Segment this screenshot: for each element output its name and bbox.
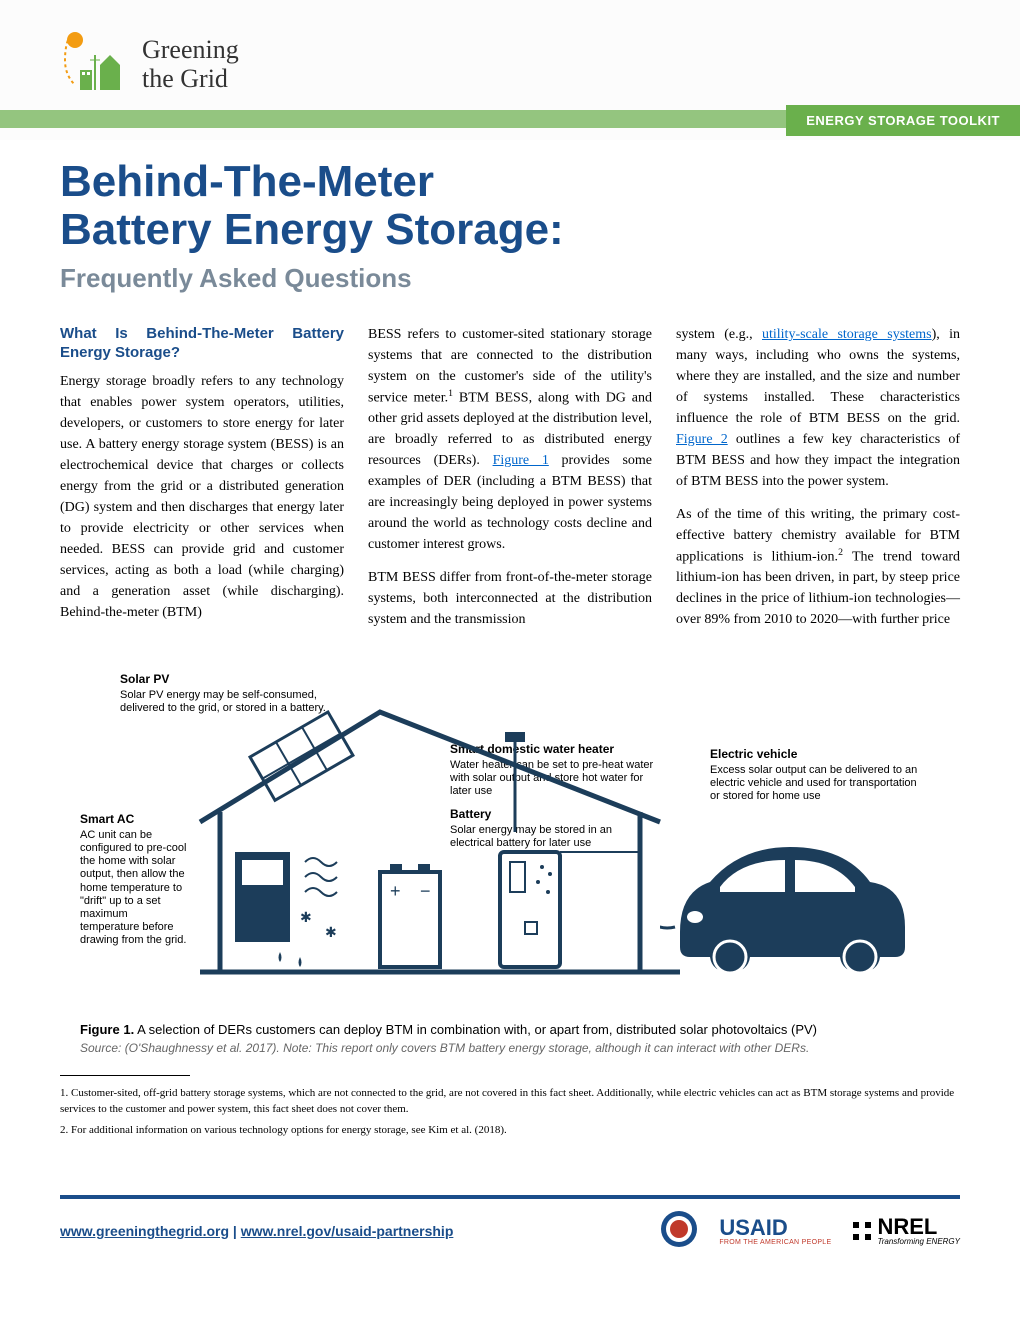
figure-1-diagram: Solar PV Solar PV energy may be self-con… bbox=[80, 672, 940, 1012]
greening-grid-logo-icon bbox=[60, 30, 130, 100]
footer-logos: USAID FROM THE AMERICAN PEOPLE NREL Tran… bbox=[659, 1209, 960, 1254]
title-line1: Behind-The-Meter bbox=[60, 157, 434, 206]
footer-links: www.greeningthegrid.org | www.nrel.gov/u… bbox=[60, 1223, 453, 1239]
col2-para2: BTM BESS differ from front-of-the-meter … bbox=[368, 567, 652, 630]
header: Greening the Grid ENERGY STORAGE TOOLKIT bbox=[0, 0, 1020, 100]
content-area: Behind-The-Meter Battery Energy Storage:… bbox=[0, 128, 1020, 1165]
section-heading: What Is Behind-The-Meter Battery Energy … bbox=[60, 324, 344, 363]
footer-divider bbox=[60, 1195, 960, 1199]
figure-1-area: Solar PV Solar PV energy may be self-con… bbox=[60, 672, 960, 1055]
svg-text:✱: ✱ bbox=[300, 909, 312, 925]
figure-1-link[interactable]: Figure 1 bbox=[493, 453, 549, 468]
figure-source: Source: (O'Shaughnessy et al. 2017). Not… bbox=[60, 1041, 960, 1055]
logo-line2: the Grid bbox=[142, 65, 239, 94]
usaid-logo: USAID FROM THE AMERICAN PEOPLE bbox=[719, 1217, 831, 1246]
text-columns: What Is Behind-The-Meter Battery Energy … bbox=[60, 324, 960, 643]
usaid-seal-icon bbox=[659, 1209, 699, 1254]
greeningthegrid-link[interactable]: www.greeningthegrid.org bbox=[60, 1223, 229, 1239]
title-line2: Battery Energy Storage: bbox=[60, 205, 564, 254]
page-subtitle: Frequently Asked Questions bbox=[60, 263, 960, 294]
logo-area: Greening the Grid bbox=[60, 30, 960, 100]
logo-text: Greening the Grid bbox=[142, 36, 239, 93]
col3-para1: system (e.g., utility-scale storage syst… bbox=[676, 324, 960, 492]
utility-scale-link[interactable]: utility-scale storage systems bbox=[762, 327, 932, 342]
col3-para2: As of the time of this writing, the prim… bbox=[676, 504, 960, 631]
footer: www.greeningthegrid.org | www.nrel.gov/u… bbox=[0, 1209, 1020, 1284]
house-icon: ✱ ✱ + − bbox=[180, 702, 700, 992]
svg-text:−: − bbox=[420, 881, 431, 901]
col1-para1: Energy storage broadly refers to any tec… bbox=[60, 371, 344, 623]
nrel-usaid-link[interactable]: www.nrel.gov/usaid-partnership bbox=[241, 1223, 454, 1239]
column-3: system (e.g., utility-scale storage syst… bbox=[676, 324, 960, 643]
toolkit-badge: ENERGY STORAGE TOOLKIT bbox=[786, 105, 1020, 136]
nrel-icon bbox=[851, 1220, 873, 1242]
footnote-2: 2. For additional information on various… bbox=[60, 1123, 960, 1138]
column-2: BESS refers to customer-sited stationary… bbox=[368, 324, 652, 643]
ev-label: Electric vehicle Excess solar output can… bbox=[710, 747, 920, 803]
svg-text:+: + bbox=[390, 881, 401, 901]
figure-2-link[interactable]: Figure 2 bbox=[676, 432, 728, 447]
col2-para1: BESS refers to customer-sited stationary… bbox=[368, 324, 652, 556]
ev-icon bbox=[660, 832, 920, 992]
footnote-1: 1. Customer-sited, off-grid battery stor… bbox=[60, 1086, 960, 1117]
svg-text:✱: ✱ bbox=[325, 924, 337, 940]
figure-caption: Figure 1. A selection of DERs customers … bbox=[60, 1022, 960, 1037]
smart-ac-label: Smart AC AC unit can be configured to pr… bbox=[80, 812, 190, 947]
column-1: What Is Behind-The-Meter Battery Energy … bbox=[60, 324, 344, 643]
footnote-separator bbox=[60, 1075, 190, 1076]
nrel-logo: NREL Transforming ENERGY bbox=[851, 1216, 960, 1246]
logo-line1: Greening bbox=[142, 36, 239, 65]
page-title: Behind-The-Meter Battery Energy Storage: bbox=[60, 158, 960, 255]
